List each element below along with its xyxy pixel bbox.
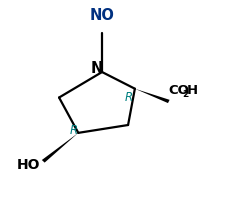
Text: H: H bbox=[187, 84, 198, 97]
Text: N: N bbox=[90, 61, 103, 76]
Text: NO: NO bbox=[90, 8, 114, 23]
Text: R: R bbox=[125, 91, 133, 104]
Polygon shape bbox=[135, 89, 170, 103]
Text: 2: 2 bbox=[182, 90, 189, 99]
Text: R: R bbox=[70, 124, 78, 137]
Polygon shape bbox=[42, 133, 78, 163]
Text: CO: CO bbox=[169, 84, 190, 97]
Text: HO: HO bbox=[17, 158, 40, 172]
